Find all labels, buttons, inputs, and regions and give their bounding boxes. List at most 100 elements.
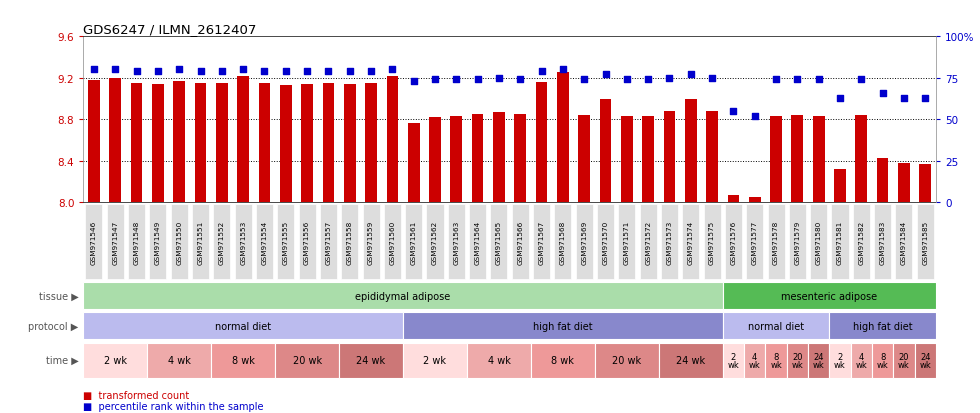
FancyBboxPatch shape <box>810 204 827 280</box>
FancyBboxPatch shape <box>275 343 339 378</box>
Point <box>214 69 229 75</box>
FancyBboxPatch shape <box>829 313 936 339</box>
Bar <box>877 158 889 203</box>
FancyBboxPatch shape <box>384 204 401 280</box>
FancyBboxPatch shape <box>914 343 936 378</box>
Text: 24 wk: 24 wk <box>676 355 706 366</box>
Text: GSM971580: GSM971580 <box>815 220 821 264</box>
FancyBboxPatch shape <box>789 204 806 280</box>
Text: high fat diet: high fat diet <box>853 321 912 331</box>
Text: 2 wk: 2 wk <box>423 355 447 366</box>
Bar <box>856 116 867 203</box>
FancyBboxPatch shape <box>765 343 787 378</box>
FancyBboxPatch shape <box>277 204 294 280</box>
Text: GSM971570: GSM971570 <box>603 220 609 264</box>
Point <box>128 69 144 75</box>
Text: GSM971567: GSM971567 <box>539 220 545 264</box>
FancyBboxPatch shape <box>490 204 508 280</box>
Bar <box>237 76 249 203</box>
Point <box>917 95 933 102</box>
Text: GSM971576: GSM971576 <box>730 220 736 264</box>
Text: 4 wk: 4 wk <box>168 355 191 366</box>
Bar <box>471 115 483 203</box>
Text: ■  transformed count: ■ transformed count <box>83 390 189 400</box>
Point <box>875 90 891 97</box>
Point <box>576 77 592 83</box>
Point <box>108 67 123 74</box>
Text: GSM971573: GSM971573 <box>666 220 672 264</box>
Point <box>725 108 741 115</box>
Bar <box>88 81 100 203</box>
Text: GSM971561: GSM971561 <box>411 220 416 264</box>
Text: GSM971568: GSM971568 <box>560 220 565 264</box>
Text: protocol ▶: protocol ▶ <box>28 321 78 331</box>
Point <box>342 69 358 75</box>
FancyBboxPatch shape <box>531 343 595 378</box>
FancyBboxPatch shape <box>107 204 123 280</box>
FancyBboxPatch shape <box>83 343 147 378</box>
Bar <box>110 78 122 203</box>
FancyBboxPatch shape <box>896 204 912 280</box>
FancyBboxPatch shape <box>723 313 829 339</box>
Text: GSM971553: GSM971553 <box>240 220 246 264</box>
Text: GSM971571: GSM971571 <box>624 220 630 264</box>
Point <box>491 75 507 82</box>
Point <box>810 77 826 83</box>
Text: 24
wk: 24 wk <box>812 352 824 369</box>
Bar <box>812 117 824 203</box>
FancyBboxPatch shape <box>725 204 742 280</box>
Text: GSM971569: GSM971569 <box>581 220 587 264</box>
Text: 4 wk: 4 wk <box>487 355 511 366</box>
Text: GSM971559: GSM971559 <box>368 220 374 264</box>
Point <box>768 77 784 83</box>
Text: GSM971552: GSM971552 <box>219 220 224 264</box>
FancyBboxPatch shape <box>212 343 275 378</box>
Point <box>384 67 400 74</box>
Point <box>683 72 699 78</box>
FancyBboxPatch shape <box>512 204 529 280</box>
FancyBboxPatch shape <box>831 204 849 280</box>
Point <box>278 69 294 75</box>
Bar <box>173 82 185 203</box>
FancyBboxPatch shape <box>787 343 808 378</box>
Bar <box>749 197 760 203</box>
Point <box>172 67 187 74</box>
Text: 24
wk: 24 wk <box>919 352 931 369</box>
Bar <box>834 170 846 203</box>
Text: 20
wk: 20 wk <box>898 352 909 369</box>
Point <box>299 69 315 75</box>
Text: 2
wk: 2 wk <box>834 352 846 369</box>
Text: GSM971556: GSM971556 <box>304 220 310 264</box>
FancyBboxPatch shape <box>403 313 723 339</box>
FancyBboxPatch shape <box>595 343 659 378</box>
Text: GSM971577: GSM971577 <box>752 220 758 264</box>
FancyBboxPatch shape <box>426 204 444 280</box>
FancyBboxPatch shape <box>83 283 723 309</box>
FancyBboxPatch shape <box>894 343 914 378</box>
Point <box>320 69 336 75</box>
FancyBboxPatch shape <box>339 343 403 378</box>
Text: GSM971566: GSM971566 <box>517 220 523 264</box>
FancyBboxPatch shape <box>808 343 829 378</box>
FancyBboxPatch shape <box>704 204 720 280</box>
Bar <box>536 83 548 203</box>
Bar <box>685 99 697 203</box>
Text: GSM971581: GSM971581 <box>837 220 843 264</box>
Text: 2
wk: 2 wk <box>727 352 739 369</box>
Point <box>235 67 251 74</box>
Bar <box>642 117 654 203</box>
Point <box>640 77 656 83</box>
FancyBboxPatch shape <box>214 204 230 280</box>
Text: high fat diet: high fat diet <box>533 321 593 331</box>
Text: normal diet: normal diet <box>748 321 805 331</box>
Bar <box>919 164 931 203</box>
Text: 4
wk: 4 wk <box>856 352 867 369</box>
Text: 20 wk: 20 wk <box>612 355 641 366</box>
Text: 8
wk: 8 wk <box>877 352 889 369</box>
Bar <box>600 99 612 203</box>
Point <box>469 77 485 83</box>
Text: GSM971575: GSM971575 <box>710 220 715 264</box>
FancyBboxPatch shape <box>533 204 550 280</box>
Text: GSM971563: GSM971563 <box>454 220 460 264</box>
FancyBboxPatch shape <box>575 204 593 280</box>
